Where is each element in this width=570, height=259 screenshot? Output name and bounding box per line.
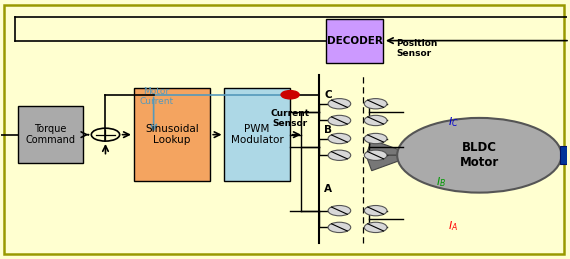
Circle shape (364, 99, 387, 109)
Text: DECODER: DECODER (327, 36, 382, 46)
FancyBboxPatch shape (225, 88, 290, 181)
Text: Torque
Command: Torque Command (25, 124, 75, 146)
Polygon shape (366, 140, 400, 155)
FancyBboxPatch shape (134, 88, 210, 181)
Circle shape (364, 222, 387, 233)
Circle shape (397, 118, 561, 193)
Text: PWM
Modulator: PWM Modulator (231, 124, 283, 146)
Text: Motor
Current: Motor Current (140, 87, 173, 106)
Text: C: C (324, 90, 332, 100)
Circle shape (328, 99, 351, 109)
Circle shape (281, 91, 299, 99)
FancyBboxPatch shape (560, 146, 570, 164)
Circle shape (328, 222, 351, 233)
Circle shape (328, 150, 351, 160)
Circle shape (328, 133, 351, 144)
Text: Position
Sensor: Position Sensor (396, 39, 437, 58)
Text: $I_A$: $I_A$ (448, 219, 458, 233)
Text: Sinusoidal
Lookup: Sinusoidal Lookup (145, 124, 199, 146)
Text: A: A (324, 184, 332, 194)
Text: $I_C$: $I_C$ (448, 115, 459, 129)
FancyBboxPatch shape (327, 19, 383, 62)
Text: B: B (324, 125, 332, 134)
Circle shape (328, 115, 351, 126)
Text: BLDC
Motor: BLDC Motor (459, 141, 499, 169)
Circle shape (364, 115, 387, 126)
Circle shape (328, 205, 351, 216)
Text: $I_B$: $I_B$ (435, 175, 446, 189)
Text: Current
Sensor: Current Sensor (271, 109, 310, 128)
Circle shape (364, 133, 387, 144)
FancyBboxPatch shape (18, 106, 83, 163)
Circle shape (364, 205, 387, 216)
Polygon shape (366, 155, 400, 171)
Circle shape (364, 150, 387, 160)
